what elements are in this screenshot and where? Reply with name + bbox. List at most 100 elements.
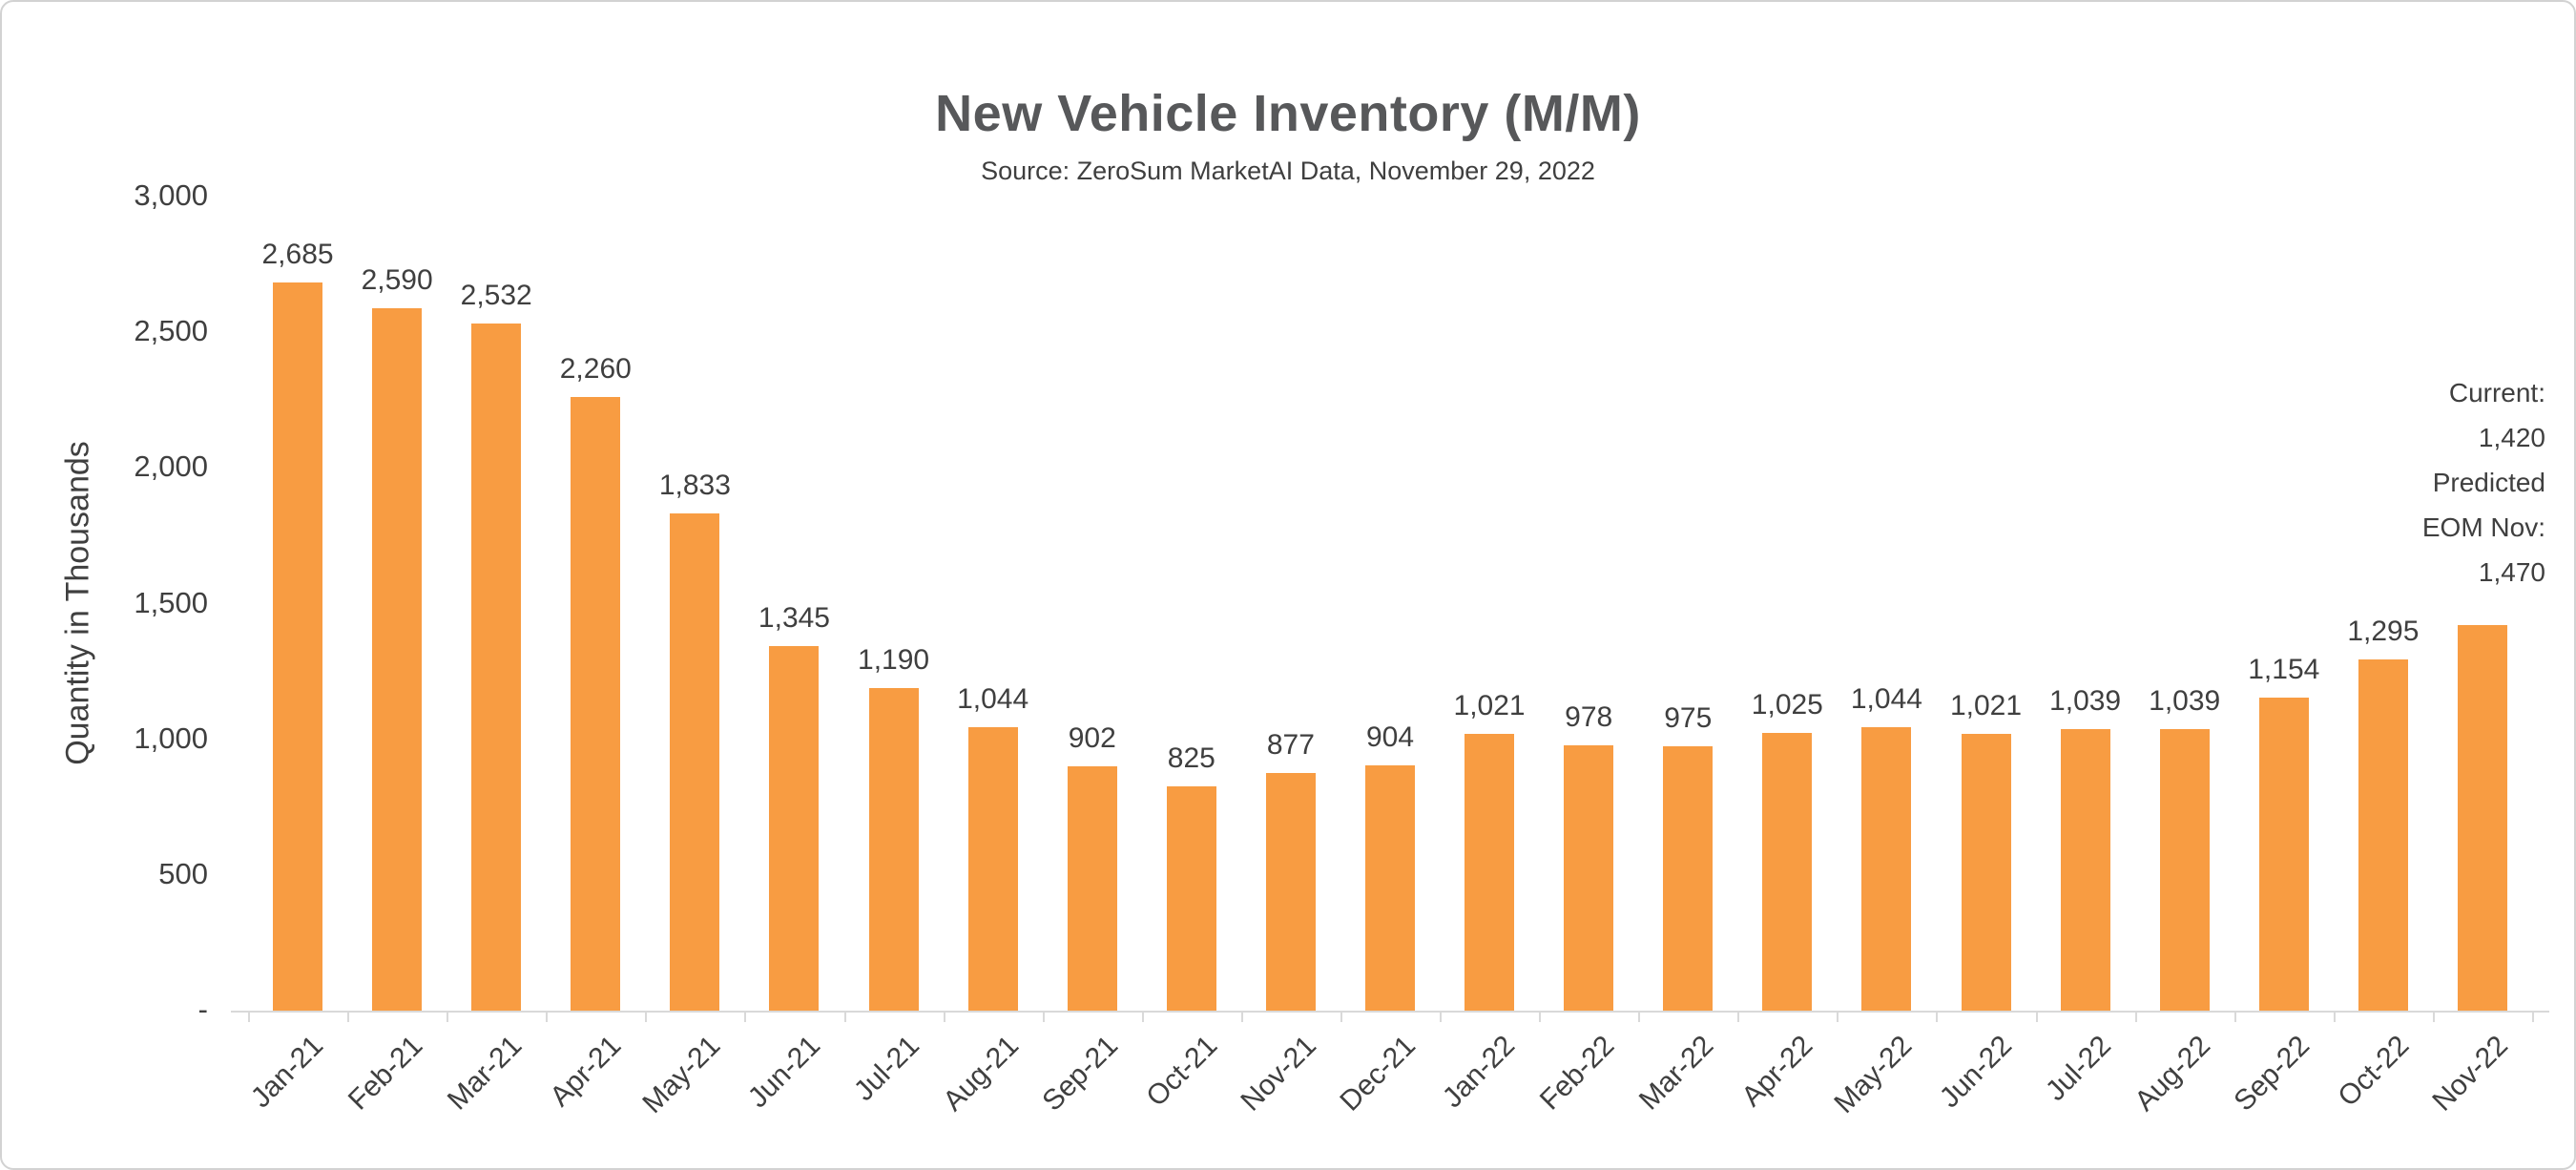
bar [2060, 728, 2110, 1011]
x-axis-label: Jul-22 [2039, 1030, 2117, 1108]
x-axis-label: Jun-22 [1933, 1030, 2018, 1115]
bar [1961, 733, 2011, 1011]
bar [967, 727, 1018, 1011]
x-tick-mark [1837, 1011, 1839, 1022]
chart-title: New Vehicle Inventory (M/M) [935, 85, 1641, 142]
bar-value-label: 1,044 [957, 683, 1029, 716]
x-tick-mark [1936, 1011, 1939, 1022]
bar [2159, 728, 2210, 1011]
x-tick-mark [1042, 1011, 1045, 1022]
bar [372, 307, 423, 1011]
x-tick-mark [2035, 1011, 2038, 1022]
bar [670, 512, 720, 1011]
annotation-line: EOM Nov: [2421, 512, 2545, 542]
x-tick-mark [1240, 1011, 1243, 1022]
x-axis-label: Aug-21 [937, 1030, 1025, 1118]
x-tick-mark [1340, 1011, 1342, 1022]
x-axis-label: Apr-22 [1735, 1030, 1819, 1114]
bar [1861, 727, 1912, 1011]
x-tick-mark [1737, 1011, 1740, 1022]
x-tick-mark [2532, 1011, 2534, 1022]
x-tick-mark [2432, 1011, 2435, 1022]
bar [1265, 772, 1316, 1011]
x-axis-label: Mar-21 [442, 1030, 529, 1117]
bar-value-label: 902 [1068, 721, 1116, 754]
bar-value-label: 1,021 [1453, 689, 1526, 721]
bar-value-label: 1,044 [1850, 683, 1922, 716]
bar [2258, 697, 2309, 1011]
x-tick-mark [943, 1011, 945, 1022]
bar-value-label: 1,295 [2347, 615, 2420, 647]
x-tick-mark [347, 1011, 350, 1022]
x-tick-mark [447, 1011, 449, 1022]
x-tick-mark [645, 1011, 648, 1022]
x-axis-label: Nov-21 [1235, 1030, 1323, 1118]
x-axis-label: Aug-22 [2129, 1030, 2217, 1118]
x-tick-mark [2134, 1011, 2137, 1022]
bar-value-label: 1,833 [658, 469, 731, 501]
x-axis-label: Mar-22 [1633, 1030, 1720, 1117]
x-axis-label: Apr-21 [544, 1030, 628, 1114]
y-tick-label: 3,000 [134, 178, 208, 212]
x-tick-mark [2333, 1011, 2336, 1022]
x-axis-label: Sep-21 [1036, 1030, 1125, 1118]
bar-value-label: 1,039 [2149, 684, 2221, 717]
bar [273, 282, 323, 1011]
bar-value-label: 2,590 [361, 263, 433, 296]
y-tick-label: 1,500 [134, 585, 208, 619]
x-axis-label: Sep-22 [2228, 1030, 2316, 1118]
x-axis-label: Jul-21 [847, 1030, 925, 1108]
x-axis-label: Oct-21 [1140, 1030, 1224, 1113]
bar-value-label: 904 [1365, 721, 1415, 753]
annotation-line: 1,420 [2478, 423, 2545, 452]
bar [1762, 732, 1813, 1011]
x-tick-mark [1141, 1011, 1144, 1022]
bar [1067, 765, 1117, 1011]
y-tick-label: 500 [158, 856, 208, 890]
bar [471, 324, 522, 1011]
x-axis-label: Jan-21 [245, 1030, 330, 1115]
annotation-line: Current: [2448, 378, 2545, 407]
bar-value-label: 2,532 [460, 280, 532, 312]
bar-value-label: 2,685 [261, 238, 334, 270]
x-axis-label: Feb-21 [342, 1030, 429, 1117]
x-axis-line [231, 1011, 2549, 1013]
x-tick-mark [744, 1011, 747, 1022]
bar-value-label: 1,025 [1751, 688, 1823, 721]
bar-value-label: 1,345 [758, 601, 830, 634]
x-axis-label: Feb-22 [1533, 1030, 1621, 1117]
current-predicted-annotation: Current: 1,420 Predicted EOM Nov: 1,470 [2422, 370, 2545, 595]
bar [1365, 764, 1415, 1011]
bar-value-label: 2,260 [559, 353, 632, 386]
bar-value-label: 1,154 [2248, 653, 2320, 685]
x-axis-label: Jun-21 [741, 1030, 826, 1115]
bar [571, 397, 621, 1011]
annotation-line: Predicted [2432, 468, 2545, 497]
bar [2457, 625, 2507, 1011]
x-axis-label: Dec-21 [1334, 1030, 1423, 1118]
x-tick-mark [1440, 1011, 1443, 1022]
x-axis-label: May-22 [1828, 1030, 1919, 1120]
y-tick-label: 1,000 [134, 721, 208, 755]
bar-value-label: 1,039 [2049, 684, 2122, 717]
y-tick-label: 2,500 [134, 314, 208, 348]
x-axis-label: Oct-22 [2332, 1030, 2416, 1113]
x-tick-mark [546, 1011, 549, 1022]
x-tick-mark [248, 1011, 250, 1022]
chart-subtitle: Source: ZeroSum MarketAI Data, November … [981, 157, 1595, 185]
annotation-line: 1,470 [2478, 557, 2545, 587]
x-tick-mark [843, 1011, 846, 1022]
bar-value-label: 978 [1565, 700, 1613, 733]
bar-value-label: 975 [1664, 701, 1713, 734]
bar [1663, 745, 1714, 1011]
bar [1564, 744, 1614, 1011]
bar-value-label: 1,021 [1949, 689, 2023, 721]
x-axis-label: Jan-22 [1437, 1030, 1522, 1115]
bar [2358, 658, 2408, 1011]
x-tick-mark [1539, 1011, 1542, 1022]
bar [868, 687, 919, 1011]
x-axis-label: Nov-22 [2426, 1030, 2515, 1118]
bar [1465, 733, 1515, 1011]
